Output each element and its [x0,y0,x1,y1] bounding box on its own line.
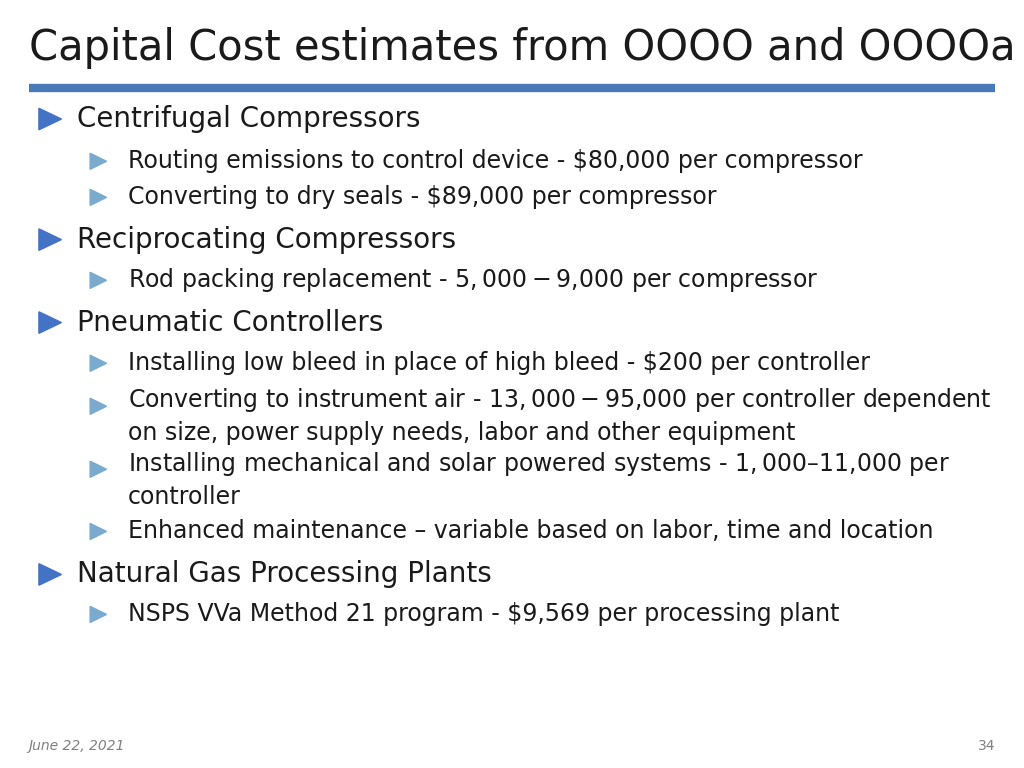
Text: June 22, 2021: June 22, 2021 [29,740,125,753]
Polygon shape [90,524,106,539]
Text: Reciprocating Compressors: Reciprocating Compressors [77,226,456,253]
Text: Rod packing replacement - $5,000 - $9,000 per compressor: Rod packing replacement - $5,000 - $9,00… [128,266,818,294]
Polygon shape [90,356,106,372]
Text: Pneumatic Controllers: Pneumatic Controllers [77,309,383,336]
Text: Enhanced maintenance – variable based on labor, time and location: Enhanced maintenance – variable based on… [128,519,934,544]
Text: Centrifugal Compressors: Centrifugal Compressors [77,105,420,133]
Polygon shape [39,108,61,130]
Text: 34: 34 [978,740,995,753]
Polygon shape [39,229,61,250]
Text: Natural Gas Processing Plants: Natural Gas Processing Plants [77,561,492,588]
Polygon shape [90,190,106,205]
Polygon shape [90,273,106,288]
Text: NSPS VVa Method 21 program - $9,569 per processing plant: NSPS VVa Method 21 program - $9,569 per … [128,602,840,627]
Polygon shape [90,607,106,622]
Polygon shape [90,461,106,478]
Text: Converting to instrument air - $13,000 - $95,000 per controller dependent
on siz: Converting to instrument air - $13,000 -… [128,386,991,445]
Text: Capital Cost estimates from OOOO and OOOOa: Capital Cost estimates from OOOO and OOO… [29,27,1016,68]
Text: Converting to dry seals - $89,000 per compressor: Converting to dry seals - $89,000 per co… [128,185,717,210]
Polygon shape [90,399,106,415]
Text: Installing mechanical and solar powered systems - $1,000 – $11,000 per
controlle: Installing mechanical and solar powered … [128,450,950,508]
Text: Routing emissions to control device - $80,000 per compressor: Routing emissions to control device - $8… [128,149,862,174]
Polygon shape [90,154,106,169]
Polygon shape [39,312,61,333]
Polygon shape [39,564,61,585]
Text: Installing low bleed in place of high bleed - $200 per controller: Installing low bleed in place of high bl… [128,351,870,376]
